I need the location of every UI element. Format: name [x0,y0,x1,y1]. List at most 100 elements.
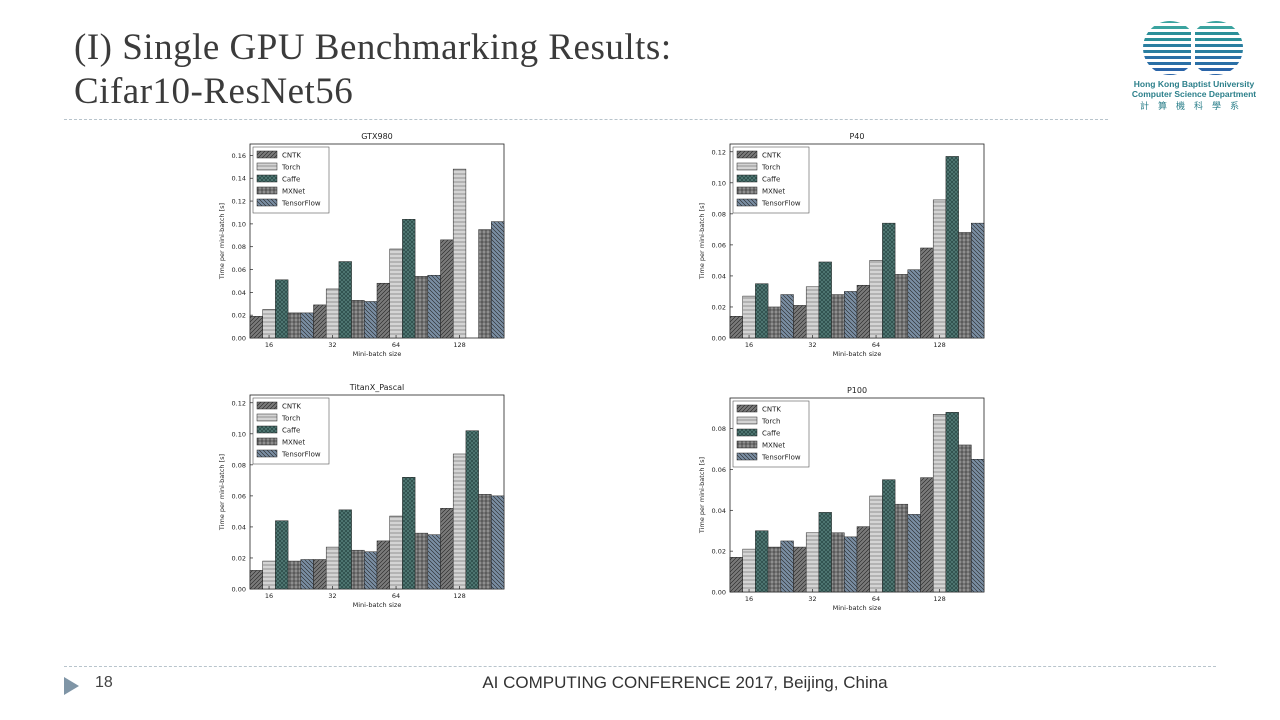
bar-tensorflow-16 [780,540,794,593]
x-tick-label: 128 [933,341,945,349]
legend-label-mxnet: MXNet [282,439,305,447]
legend-swatch-mxnet [736,186,758,195]
bar-caffe-64 [402,477,416,590]
legend-swatch-torch [256,413,278,422]
x-tick-label: 32 [808,341,816,349]
legend-swatch-caffe [736,428,758,437]
bar-cntk-16 [249,316,263,339]
bar-caffe-16 [755,530,769,593]
legend-label-torch: Torch [761,418,780,426]
x-axis-label: Mini-batch size [353,350,402,358]
x-tick-label: 128 [933,595,945,603]
x-tick-label: 16 [745,341,753,349]
bar-caffe-32 [338,261,352,339]
bar-torch-128 [932,414,947,593]
chart-p100: P100 0.00 0.02 0.04 0.06 0.08 Time per mini-ba… [692,382,988,612]
y-tick-label: 0.10 [232,220,246,228]
legend-swatch-tensorflow [256,198,278,207]
legend-swatch-mxnet [256,186,278,195]
bar-tensorflow-64 [907,514,921,593]
bar-mxnet-32 [351,549,365,590]
chart-title: GTX980 [361,132,393,141]
bar-tensorflow-32 [844,536,858,593]
y-tick-label: 0.08 [232,461,246,469]
bar-tensorflow-16 [780,294,794,339]
legend-label-torch: Torch [281,415,300,423]
footer-text: AI COMPUTING CONFERENCE 2017, Beijing, C… [482,673,888,692]
bar-cntk-64 [376,540,390,590]
logo-line2: Computer Science Department [1131,89,1257,99]
bar-torch-64 [869,495,883,593]
bar-cntk-16 [729,316,743,339]
bar-caffe-16 [275,520,289,590]
bar-caffe-128 [945,156,959,339]
y-tick-label: 0.00 [712,335,726,343]
bar-mxnet-16 [767,546,782,593]
legend-swatch-torch [736,416,758,425]
x-tick-label: 16 [745,595,753,603]
chart-p40-svg: P40 0.00 0.02 0.04 0.06 0.08 0.10 0.12 Time per … [698,132,985,358]
y-axis-label: Time per mini-batch [s] [698,457,706,534]
bar-torch-64 [389,248,403,339]
bar-cntk-32 [313,559,327,590]
x-axis-label: Mini-batch size [833,350,882,358]
y-tick-label: 0.02 [712,303,726,311]
slide-title-line1: (I) Single GPU Benchmarking Results: [74,27,672,68]
play-arrow-icon [64,677,79,695]
legend-swatch-caffe [736,174,758,183]
y-tick-label: 0.16 [232,152,246,160]
chart-titanx-pascal-svg: TitanX_Pascal 0.00 0.02 0.04 0.06 0.08 0.10 0.1… [218,383,505,609]
legend-label-cntk: CNTK [282,403,301,411]
chart-p100-svg: P100 0.00 0.02 0.04 0.06 0.08 Time per mini-ba… [698,386,985,612]
legend-label-caffe: Caffe [282,427,300,435]
legend-label-tensorflow: TensorFlow [281,451,321,459]
y-tick-label: 0.06 [712,466,726,474]
bar-caffe-64 [402,219,416,339]
x-axis-label: Mini-batch size [833,604,882,612]
chart-title: P100 [847,386,867,395]
slide-title: (I) Single GPU Benchmarking Results: Cif… [74,26,974,114]
bar-mxnet-16 [287,312,302,339]
bar-tensorflow-128 [491,495,505,590]
bar-cntk-128 [440,508,454,590]
legend-swatch-mxnet [256,437,278,446]
legend-label-mxnet: MXNet [762,442,785,450]
bar-torch-16 [262,309,276,339]
y-tick-label: 0.10 [712,179,726,187]
y-tick-label: 0.12 [232,399,246,407]
bar-tensorflow-32 [844,291,858,339]
bar-torch-128 [932,199,947,339]
bar-cntk-16 [249,570,263,590]
x-tick-label: 64 [872,595,880,603]
bar-mxnet-64 [414,532,429,590]
y-tick-label: 0.06 [712,241,726,249]
legend-swatch-mxnet [736,440,758,449]
y-tick-label: 0.04 [232,523,246,531]
bar-mxnet-64 [414,276,429,339]
legend-label-cntk: CNTK [762,152,781,160]
bar-tensorflow-64 [907,269,921,339]
chart-title: TitanX_Pascal [349,383,405,392]
bar-mxnet-16 [767,306,782,339]
y-tick-label: 0.06 [232,492,246,500]
legend-swatch-caffe [256,174,278,183]
bar-tensorflow-128 [971,222,985,339]
bar-tensorflow-32 [364,551,378,590]
legend-swatch-cntk [256,401,278,410]
x-tick-label: 32 [328,341,336,349]
y-tick-label: 0.00 [712,589,726,597]
legend-swatch-caffe [256,425,278,434]
page-number: 18 [95,674,113,691]
y-tick-label: 0.02 [712,548,726,556]
logo-line1: Hong Kong Baptist University [1133,79,1255,89]
y-tick-label: 0.04 [232,289,246,297]
bar-cntk-64 [376,282,390,339]
y-axis-label: Time per mini-batch [s] [218,203,226,280]
chart-gtx980-svg: GTX980 0.00 0.02 0.04 0.06 0.08 0.10 0.12 0.14 0.… [218,132,505,358]
bar-mxnet-128 [478,494,492,590]
bar-caffe-32 [818,261,832,339]
legend-label-mxnet: MXNet [282,188,305,196]
bar-mxnet-64 [894,274,909,339]
legend-label-caffe: Caffe [282,176,300,184]
bar-tensorflow-32 [364,301,378,339]
